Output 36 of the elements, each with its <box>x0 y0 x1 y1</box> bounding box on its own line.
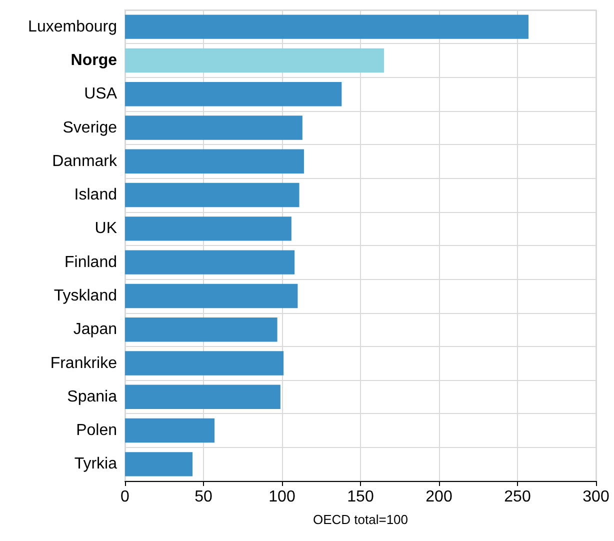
bar <box>125 317 278 342</box>
x-tick-label: 150 <box>347 488 374 506</box>
bar <box>125 182 300 208</box>
y-tick-label: Polen <box>76 422 117 440</box>
y-tick-label: Luxembourg <box>28 18 117 36</box>
x-tick-label: 250 <box>504 488 531 506</box>
y-tick-label: UK <box>94 220 118 238</box>
y-tick-label: Spania <box>67 388 118 406</box>
bar <box>125 216 292 241</box>
bar <box>125 384 280 410</box>
x-tick-label: 0 <box>120 488 130 506</box>
bar <box>125 116 302 140</box>
bar <box>125 250 295 274</box>
bar <box>125 351 284 376</box>
y-tick-label: Japan <box>73 321 117 338</box>
y-tick-label: Island <box>74 186 117 204</box>
x-tick-label: 300 <box>582 488 610 506</box>
bar <box>125 452 193 476</box>
y-tick-label: Finland <box>64 254 117 271</box>
y-tick-label: Danmark <box>52 152 118 170</box>
bar <box>125 284 298 308</box>
x-tick-label: 100 <box>268 488 296 506</box>
y-tick-label: USA <box>84 86 118 103</box>
bar <box>125 14 528 39</box>
y-tick-label: Frankrike <box>50 354 118 372</box>
bar <box>125 48 384 73</box>
bar <box>125 82 342 106</box>
y-tick-label: Tyrkia <box>74 456 118 473</box>
y-tick-label: Sverige <box>62 119 118 136</box>
x-axis-title: OECD total=100 <box>312 512 408 527</box>
bar <box>125 418 214 443</box>
y-tick-label: Tyskland <box>54 287 117 304</box>
x-tick-label: 200 <box>426 488 452 506</box>
y-tick-label: Norge <box>70 52 118 69</box>
x-tick-label: 50 <box>194 488 212 506</box>
bar <box>125 149 304 174</box>
